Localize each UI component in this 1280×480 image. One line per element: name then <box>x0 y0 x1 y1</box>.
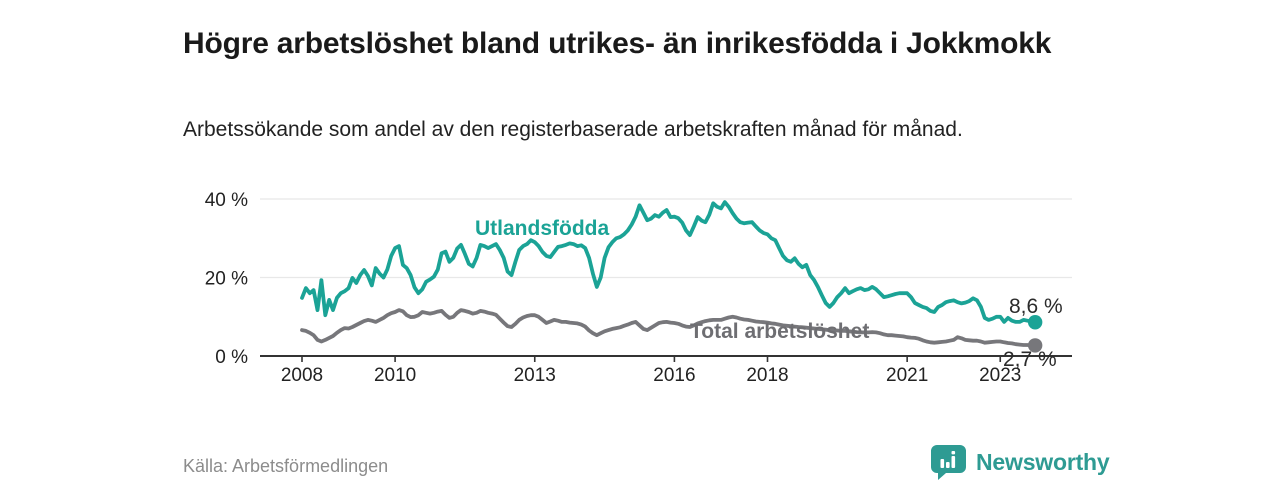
x-axis-tick-label: 2010 <box>374 365 416 386</box>
x-axis-tick-label: 2023 <box>979 365 1021 386</box>
series-label-utlandsfodda: Utlandsfödda <box>475 217 610 240</box>
end-dot-total <box>1027 338 1043 353</box>
page-title: Högre arbetslöshet bland utrikes- än inr… <box>183 27 1052 61</box>
x-axis-tick-label: 2016 <box>653 365 695 386</box>
series-label-total-arbetsloshet: Total arbetslöshet <box>690 320 870 343</box>
end-value-label-total: 2,7 % <box>1003 348 1057 371</box>
brand-wordmark: Newsworthy <box>976 448 1110 475</box>
series-line-utlandsfodda <box>300 200 1038 325</box>
end-value-label-utlandsfodda: 8,6 % <box>1009 295 1063 318</box>
x-axis-tick-label: 2013 <box>514 365 556 386</box>
x-axis-tick-label: 2008 <box>281 365 323 386</box>
bar-chart-bubble-icon <box>931 445 966 480</box>
x-axis-tick-label: 2021 <box>886 365 928 386</box>
y-axis-tick-label: 0 % <box>215 347 248 368</box>
x-axis-tick-label: 2018 <box>746 365 788 386</box>
chart-subtitle: Arbetssökande som andel av den registerb… <box>183 118 963 141</box>
end-dot-utlandsfodda <box>1027 315 1043 330</box>
y-axis-tick-label: 20 % <box>205 269 248 290</box>
series-line-total <box>300 308 1038 348</box>
source-attribution: Källa: Arbetsförmedlingen <box>183 456 389 476</box>
newsworthy-logo: Newsworthy <box>930 444 1110 480</box>
y-axis-tick-label: 40 % <box>205 190 248 211</box>
